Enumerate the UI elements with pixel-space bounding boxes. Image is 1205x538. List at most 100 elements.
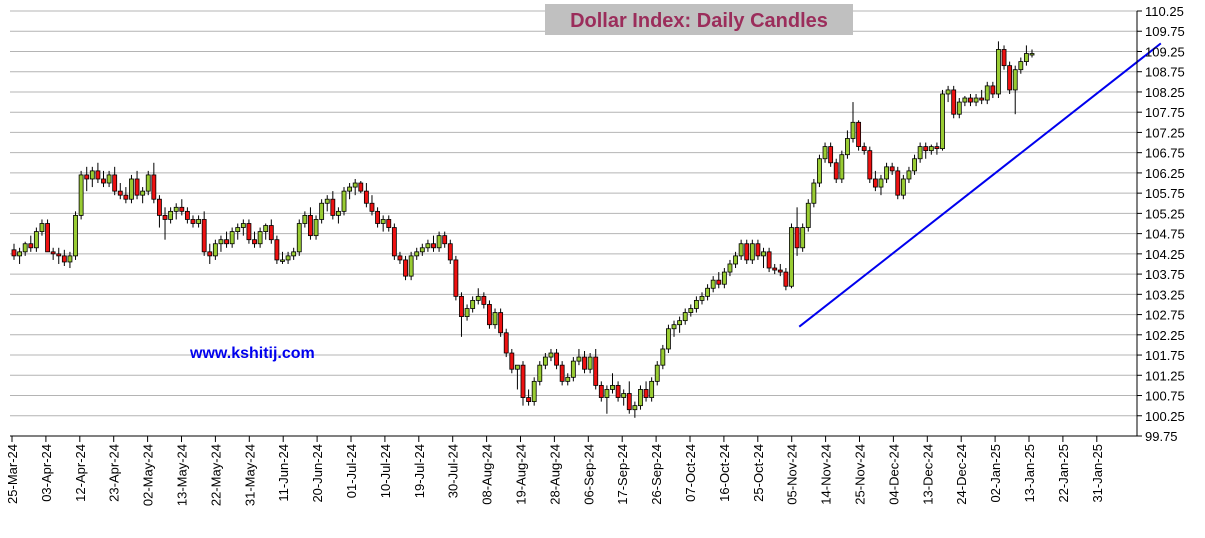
candle (906, 166, 912, 184)
trendline-group (798, 42, 1162, 328)
y-tick-label: 107.75 (1145, 105, 1185, 120)
y-tick-label: 101.75 (1145, 348, 1185, 363)
candle (145, 170, 151, 196)
candle (481, 292, 487, 309)
candle (761, 247, 766, 269)
candle (856, 120, 862, 151)
candle (336, 207, 341, 224)
x-tick-label: 22-Jan-25 (1056, 444, 1071, 503)
candle (682, 308, 688, 325)
candle (626, 381, 632, 414)
candle (39, 219, 45, 236)
candle (956, 98, 962, 119)
candle (789, 223, 794, 289)
candle (677, 316, 683, 333)
x-tick-label: 28-Aug-24 (547, 444, 562, 505)
candle (845, 130, 850, 159)
candle (576, 348, 582, 366)
candle (727, 259, 733, 277)
candle (688, 304, 694, 317)
x-tick-label: 01-Jul-24 (344, 444, 359, 498)
candle (184, 207, 190, 224)
candle (548, 348, 554, 362)
x-tick-label: 13-May-24 (175, 444, 190, 506)
candle (17, 247, 23, 264)
candle (78, 170, 84, 220)
y-tick-label: 100.25 (1145, 409, 1185, 424)
candle (917, 142, 923, 163)
candle (749, 239, 755, 264)
candle (442, 231, 448, 248)
candle (464, 304, 470, 321)
candle (431, 235, 436, 252)
candle (861, 142, 867, 155)
candle (693, 296, 699, 313)
candle (11, 243, 17, 260)
candle (33, 227, 39, 252)
candle (391, 223, 397, 260)
candle (453, 255, 459, 301)
candle (542, 353, 548, 370)
candle (895, 166, 901, 200)
candle (386, 215, 392, 232)
candle (783, 268, 789, 291)
candle (833, 158, 839, 184)
candle (822, 142, 828, 163)
candle (582, 351, 587, 374)
candle (414, 247, 420, 260)
x-tick-label: 20-Jun-24 (310, 444, 325, 503)
candle (229, 227, 235, 248)
candle (934, 142, 940, 155)
candle (1018, 57, 1024, 74)
x-tick-label: 11-Jun-24 (276, 444, 291, 502)
candle (996, 41, 1001, 99)
y-tick-label: 103.75 (1145, 267, 1185, 282)
candle (173, 203, 179, 220)
candle (168, 207, 174, 224)
candle (397, 251, 403, 264)
candle (1029, 49, 1035, 58)
candle (805, 199, 811, 232)
candle (246, 219, 252, 244)
x-tick-label: 23-Apr-24 (107, 444, 122, 502)
candle (878, 174, 884, 196)
candle (923, 142, 929, 159)
candle (190, 215, 196, 228)
y-tick-label: 104.25 (1145, 247, 1185, 262)
candle (196, 215, 201, 228)
candle (212, 239, 218, 260)
candle (794, 207, 800, 256)
candle (621, 389, 627, 406)
candle (201, 211, 207, 256)
candle (537, 361, 543, 386)
candle (95, 162, 101, 184)
y-tick-label: 107.25 (1145, 125, 1185, 140)
candle (268, 219, 274, 244)
candle (598, 381, 604, 402)
candle (643, 381, 649, 402)
candle (666, 324, 671, 354)
candle (50, 247, 56, 260)
candle (341, 187, 347, 216)
candle (951, 85, 957, 119)
y-tick-label: 108.25 (1145, 85, 1185, 100)
candle (872, 170, 878, 192)
candle (84, 166, 90, 192)
candle (733, 251, 738, 269)
candle (313, 215, 319, 240)
candle (235, 223, 241, 240)
candle (459, 292, 464, 337)
candle (308, 207, 313, 240)
candle (1001, 45, 1007, 70)
x-tick-label: 31-May-24 (242, 444, 257, 506)
x-tick-label: 13-Jan-25 (1022, 444, 1037, 503)
y-tick-label: 108.75 (1145, 65, 1185, 80)
candle (117, 183, 123, 200)
candle (671, 320, 677, 337)
y-tick-label: 103.25 (1145, 287, 1185, 302)
x-axis-tick-labels: 25-Mar-24 03-Apr-24 12-Apr-24 23-Apr-24 02-M… (5, 436, 1105, 506)
candle (520, 361, 526, 406)
candle (352, 178, 358, 196)
x-tick-label: 05-Nov-24 (785, 444, 800, 505)
